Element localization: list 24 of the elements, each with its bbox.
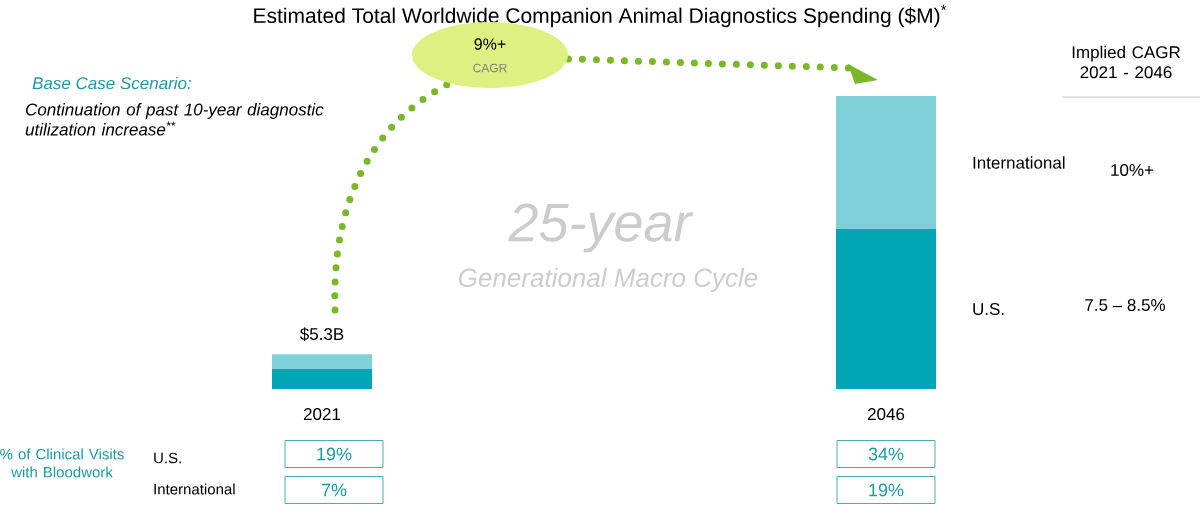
annotation: 10%+	[1111, 163, 1154, 177]
x-tick-label: 2021	[303, 408, 341, 421]
text: 9%+	[474, 38, 506, 50]
annotation: $5.3B	[299, 327, 344, 342]
x-tick-label: 2046	[867, 408, 905, 421]
annotation: Continuation of past 10-year diagnostic utilization increase$^{**}$	[25, 103, 324, 136]
bar	[836, 96, 937, 230]
annotation: 7.5 – 8.5%	[1085, 298, 1166, 312]
chart-title: Estimated Total Worldwide Companion Animal Diagnostics Spending ($M)$^{*}$	[254, 4, 947, 28]
text: CAGR	[473, 63, 507, 73]
text: U.S.	[973, 303, 1004, 316]
text: Base Case Scenario:	[32, 76, 192, 90]
text: International	[154, 483, 235, 495]
text: 7%	[321, 483, 347, 497]
text: 19%	[317, 447, 352, 461]
bar	[272, 354, 373, 370]
text: International	[973, 156, 1065, 169]
text: 19%	[869, 483, 904, 497]
text: % of Clinical Visits with Bloodwork	[0, 448, 124, 478]
text: 34%	[868, 447, 904, 461]
bar	[836, 229, 937, 389]
text: U.S.	[154, 452, 181, 464]
text: Implied CAGR 2021 - 2046	[1072, 45, 1180, 79]
bar	[272, 369, 373, 389]
